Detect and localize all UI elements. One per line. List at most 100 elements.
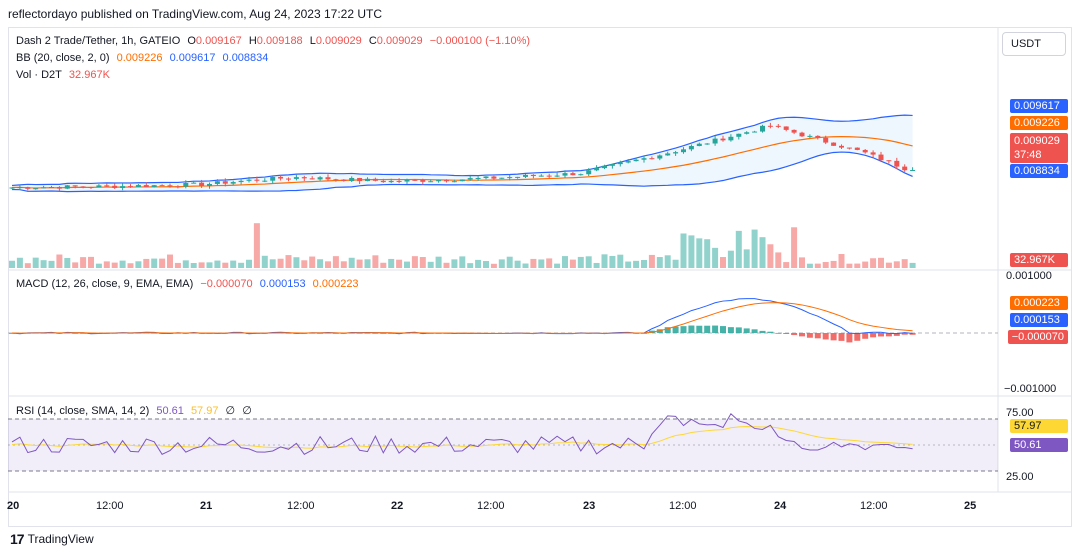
volume-bar [656,257,663,268]
volume-bar [854,263,861,268]
vol-label: Vol · D2T [16,69,62,81]
volume-bar [593,262,600,268]
time-axis-label: 12:00 [96,500,124,512]
volume-bar [546,258,553,268]
candle-body [831,142,837,146]
macd-histogram-bar [72,332,79,334]
macd-histogram-bar [854,333,861,341]
volume-bar [664,255,671,268]
candle-body [17,187,23,189]
volume-bar [261,255,268,268]
candle-body [420,179,426,182]
volume-bar [625,261,632,268]
candle-body [459,179,465,182]
candle-body [262,180,268,182]
candle-body [207,183,212,186]
volume-bar [767,244,774,268]
macd-histogram-bar [380,332,387,334]
bb-lower-value: 0.008834 [222,52,269,64]
volume-bar [348,257,355,268]
candle-body [783,126,789,130]
volume-bar [16,257,23,268]
candle-body [815,135,821,138]
rsi-line [11,413,913,455]
candle-body [649,158,655,160]
candle-body [570,173,576,176]
volume-bar [672,259,679,268]
candle-body [175,186,181,188]
macd-line [11,298,913,335]
candle-body [159,185,165,187]
candle-body [41,187,47,189]
macd-histogram-bar [806,333,813,338]
time-axis-label: 21 [200,500,213,512]
candle-body [578,174,584,176]
bb-basis-price-label: 0.009226 [1010,116,1068,130]
currency-button[interactable]: USDT [1002,32,1066,56]
main-legend: Dash 2 Trade/Tether, 1h, GATEIO O0.00916… [16,35,531,47]
macd-histogram-bar [388,333,395,334]
volume-bar [648,254,655,268]
volume-bar [530,258,537,268]
candle-body [388,180,394,183]
volume-bar [743,249,750,268]
volume-bar [317,259,324,268]
volume-bar [712,247,719,268]
candle-body [286,178,291,180]
candle-body [688,146,694,150]
volume-bar [277,258,284,268]
volume-bar [301,260,308,268]
volume-bar [9,260,15,268]
volume-bar [435,256,442,268]
candle-body [451,181,457,183]
volume-bar [846,263,853,268]
volume-bar [253,223,260,268]
time-axis-label: 12:00 [287,500,315,512]
macd-histogram-bar [720,326,726,333]
macd-histogram-bar [783,333,790,334]
candle-body [673,152,679,154]
candle-body [530,174,536,177]
volume-bar [443,262,450,268]
volume-bar [893,261,900,268]
macd-histogram-bar [791,333,798,336]
macd-histogram-bar [704,325,711,333]
candle-body [617,162,623,165]
publish-header: reflectordayo published on TradingView.c… [8,7,383,21]
candle-body [333,179,339,181]
volume-bar [704,239,711,268]
low-value: 0.009029 [315,35,362,47]
volume-bar [459,256,466,268]
volume-bar [822,262,829,268]
candle-body [657,155,663,159]
volume-bar [396,259,403,268]
candle-body [270,176,276,181]
volume-bar [751,229,758,268]
bb-lower-line [11,151,913,193]
candle-body [412,179,418,181]
candle-body [609,164,615,166]
volume-bar [775,252,782,268]
macd-histogram-bar [743,328,750,333]
volume-bar [522,263,529,268]
candle-body [681,149,686,153]
volume-bar [111,262,118,268]
candle-body [128,186,133,188]
candle-body [807,135,813,137]
candle-body [767,125,773,127]
time-axis-label: 24 [774,500,787,512]
volume-bar [48,260,55,268]
candle-body [214,181,220,184]
volume-bar [80,257,87,268]
candle-body [720,138,726,141]
candle-body [365,178,370,182]
macd-histogram-bar [775,332,782,334]
candle-body [728,136,734,141]
candle-body [444,180,449,182]
rsi-axis-bottom: 25.00 [1006,471,1034,483]
symbol-label: Dash 2 Trade/Tether, 1h, GATEIO [16,35,181,47]
candle-body [349,177,355,182]
candle-body [396,180,402,182]
volume-bar [514,260,521,268]
